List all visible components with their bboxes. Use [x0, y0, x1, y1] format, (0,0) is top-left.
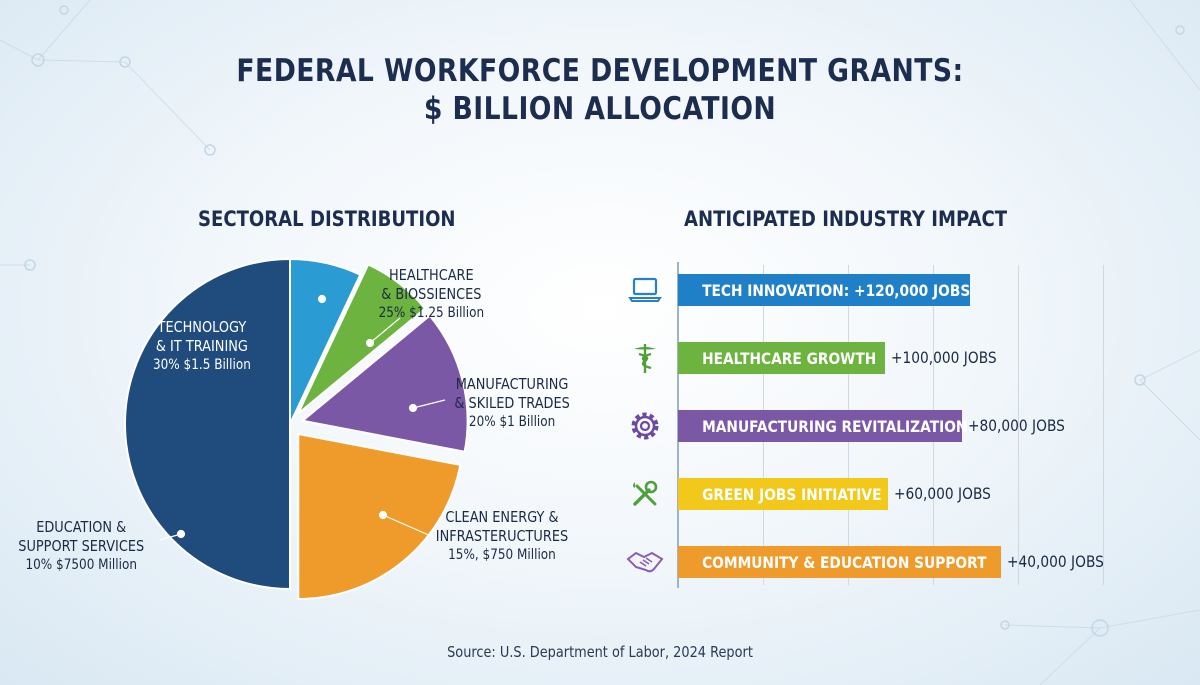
pie-label-text: & BIOSSIENCES [381, 285, 482, 303]
gear-icon [626, 408, 664, 444]
pie-label-value: 10% $7500 Million [25, 557, 137, 573]
impact-bar: COMMUNITY & EDUCATION SUPPORT [678, 546, 1001, 578]
pie-label-value: 20% $1 Billion [468, 414, 556, 430]
chart-title-line-2: $ BILLION ALLOCATION [423, 91, 777, 127]
leader-line-healthcare [369, 317, 401, 344]
bar-value-label: +80,000 JOBS [968, 416, 1065, 435]
bar-value-label: +60,000 JOBS [894, 484, 991, 503]
impact-bar: GREEN JOBS INITIATIVE [678, 478, 888, 510]
pie-label-text: & SKILED TRADES [454, 394, 570, 412]
pie-label-value: 25% $1.25 Billion [378, 305, 485, 321]
pie-label-text: INFRASTERUCTURES [435, 527, 569, 545]
pie-label-value: 15%, $750 Million [448, 547, 556, 563]
pie-chart [124, 257, 469, 600]
pie-label-text: & IT TRAINING [155, 337, 248, 355]
pie-slice-technology [124, 257, 291, 591]
pie-label-text: TECHNOLOGY [157, 318, 247, 336]
pie-slice-manufacturing [300, 314, 469, 453]
leader-dot-healthcare_blue [317, 294, 327, 304]
leader-line-education [159, 533, 182, 541]
bar-value-label: +40,000 JOBS [1007, 552, 1104, 571]
impact-bar: HEALTHCARE GROWTH [678, 342, 885, 374]
impact-bar: MANUFACTURING REVITALIZATION: [678, 410, 973, 442]
leader-line-manufacturing [412, 399, 446, 409]
bar-label: HEALTHCARE GROWTH [702, 348, 877, 368]
bar-label: MANUFACTURING REVITALIZATION: [702, 416, 973, 436]
bar-label: GREEN JOBS INITIATIVE [702, 484, 882, 504]
bar-label: COMMUNITY & EDUCATION SUPPORT [702, 552, 987, 572]
pie-label-text: MANUFACTURING [455, 375, 569, 393]
gridline [1103, 265, 1104, 585]
pie-label-healthcare: HEALTHCARE & BIOSSIENCES 25% $1.25 Billion [379, 266, 485, 323]
chart-title-line-1: FEDERAL WORKFORCE DEVELOPMENT GRANTS: [236, 53, 964, 89]
pie-slice-healthcare [297, 263, 427, 415]
pie-label-text: EDUCATION & [36, 518, 127, 536]
bar-label: TECH INNOVATION: +120,000 JOBS [702, 280, 971, 300]
pie-label-manufacturing: MANUFACTURING & SKILED TRADES 20% $1 Billi… [454, 375, 569, 432]
handshake-icon [626, 544, 664, 580]
pie-section-heading: SECTORAL DISTRIBUTION [198, 207, 456, 231]
pie-label-clean_energy: CLEAN ENERGY & INFRASTERUCTURES 15%, $750 … [436, 508, 568, 565]
pie-label-text: SUPPORT SERVICES [18, 537, 145, 555]
pie-label-value: 30% $1.5 Billion [152, 357, 251, 373]
tools-icon [626, 476, 664, 512]
laptop-icon [626, 272, 664, 308]
impact-bar: TECH INNOVATION: +120,000 JOBS [678, 274, 970, 306]
bar-section-heading: ANTICIPATED INDUSTRY IMPACT [684, 207, 1008, 231]
bar-value-label: +100,000 JOBS [891, 348, 997, 367]
pie-label-technology: TECHNOLOGY & IT TRAINING 30% $1.5 Billion [153, 318, 251, 375]
leader-line-clean_energy [382, 514, 441, 541]
gridline [1018, 265, 1019, 585]
caduceus-icon [626, 340, 664, 376]
pie-label-text: CLEAN ENERGY & [445, 508, 559, 526]
source-note: Source: U.S. Department of Labor, 2024 R… [447, 643, 753, 661]
pie-label-text: HEALTHCARE [389, 266, 474, 284]
pie-label-education: EDUCATION & SUPPORT SERVICES 10% $7500 Mil… [18, 518, 144, 575]
